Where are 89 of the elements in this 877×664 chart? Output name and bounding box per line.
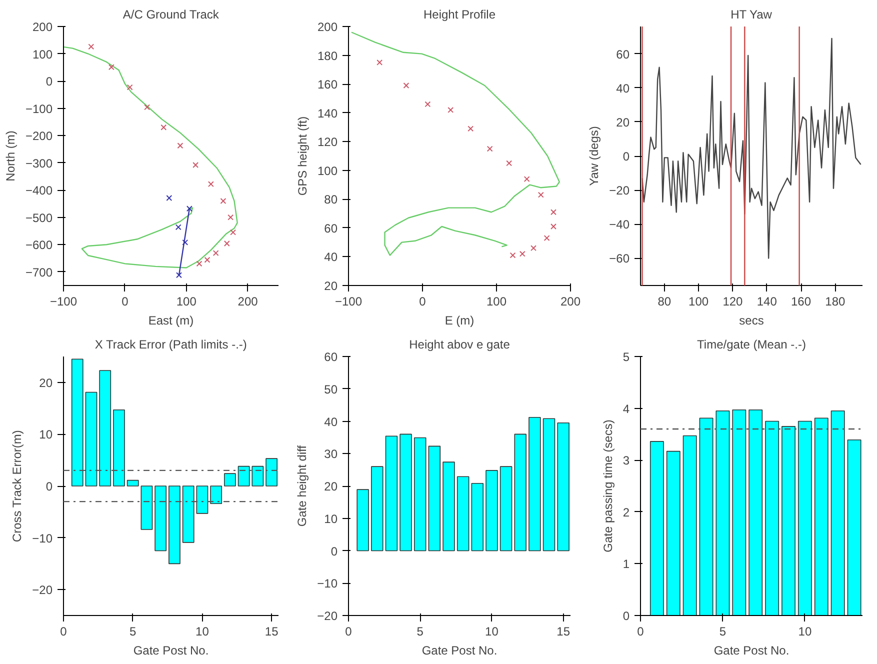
y-tick-label: −400 [25, 184, 53, 198]
y-tick-label: 60 [616, 47, 630, 62]
y-tick-label: −20 [32, 583, 53, 598]
x-tick-label: 0 [345, 624, 352, 638]
y-tick-label: 20 [324, 279, 338, 293]
chart-title: X Track Error (Path limits -.-) [94, 338, 247, 352]
x-axis-title: E (m) [444, 314, 474, 328]
x-tick-label: 5 [130, 624, 137, 638]
y-tick-label: −20 [609, 184, 630, 198]
x-tick-label: 10 [798, 624, 812, 638]
chart-title: Time/gate (Mean -.-) [697, 338, 806, 352]
y-tick-label: 20 [616, 115, 630, 130]
y-tick-label: 100 [32, 47, 53, 62]
x-tick-label: 200 [238, 294, 258, 308]
x-tick-label: 100 [486, 294, 507, 308]
y-tick-label: 4 [622, 402, 630, 416]
y-tick-label: 3 [622, 454, 630, 468]
y-tick-label: 200 [317, 20, 338, 34]
y-tick-label: 2 [622, 505, 630, 520]
y-tick-label: 60 [324, 221, 338, 236]
y-axis-title: GPS height (ft) [295, 116, 310, 196]
y-tick-label: −700 [25, 265, 53, 280]
y-tick-label: −60 [609, 252, 630, 266]
y-tick-label: −500 [25, 210, 53, 225]
x-tick-label: 180 [825, 294, 846, 308]
y-tick-label: −200 [25, 129, 53, 144]
x-axis-title: secs [739, 314, 764, 328]
y-tick-label: −10 [317, 576, 338, 591]
x-tick-label: 80 [658, 294, 672, 308]
x-tick-label: 120 [722, 294, 744, 308]
x-axis-title: Gate Post No. [133, 644, 209, 658]
y-tick-label: 10 [39, 428, 53, 442]
x-tick-label: 160 [791, 294, 812, 308]
y-axis-title: Gate passing time (secs) [600, 420, 615, 552]
y-tick-label: 0 [622, 609, 630, 623]
y-tick-label: 40 [324, 414, 338, 429]
x-tick-label: 10 [196, 624, 210, 638]
y-tick-label: −100 [25, 102, 53, 116]
chart-title: HT Yaw [730, 8, 772, 22]
x-tick-label: 140 [756, 294, 778, 308]
y-tick-label: 20 [324, 480, 338, 494]
y-tick-label: 1 [622, 557, 630, 572]
y-tick-label: 0 [622, 150, 630, 164]
x-tick-label: 15 [264, 624, 279, 638]
y-tick-label: 0 [46, 74, 53, 89]
y-tick-label: 30 [324, 447, 338, 462]
x-tick-label: 0 [637, 624, 644, 638]
y-tick-label: 140 [317, 106, 338, 120]
y-tick-label: 20 [39, 376, 53, 390]
x-tick-label: 5 [416, 624, 424, 638]
y-axis-title: Gate height diff [295, 444, 310, 527]
x-tick-label: 15 [556, 624, 570, 638]
x-axis-title: East (m) [148, 314, 194, 328]
y-tick-label: −10 [32, 531, 53, 546]
chart-title: Height abov e gate [409, 338, 510, 352]
x-tick-label: 100 [176, 294, 197, 308]
chart-title: A/C Ground Track [122, 8, 220, 22]
chart-title: Height Profile [423, 8, 496, 22]
y-tick-label: 40 [616, 81, 630, 96]
x-tick-label: 100 [688, 294, 709, 308]
x-tick-label: 0 [60, 624, 68, 638]
y-tick-label: −300 [25, 156, 53, 170]
y-tick-label: 10 [324, 512, 338, 526]
y-tick-label: 160 [317, 78, 338, 92]
x-tick-label: 5 [719, 624, 726, 638]
y-tick-label: 0 [330, 544, 338, 558]
y-tick-label: 40 [324, 250, 338, 264]
y-tick-label: 60 [324, 350, 338, 364]
y-tick-label: 80 [324, 192, 338, 207]
y-tick-label: −20 [317, 609, 338, 623]
y-tick-label: 200 [32, 20, 53, 34]
y-tick-label: 180 [317, 48, 338, 63]
y-tick-label: 100 [317, 164, 338, 178]
y-tick-label: 5 [622, 350, 630, 364]
x-tick-label: 0 [419, 294, 426, 308]
y-tick-label: −600 [25, 238, 53, 252]
x-tick-label: 200 [560, 294, 581, 308]
y-axis-title: Cross Track Error(m) [10, 430, 24, 542]
y-tick-label: 50 [324, 382, 338, 396]
y-tick-label: 120 [317, 135, 338, 150]
y-axis-title: North (m) [3, 130, 18, 182]
x-axis-title: Gate Post No. [422, 644, 498, 658]
x-tick-label: 0 [122, 294, 129, 308]
x-tick-label: −100 [334, 294, 362, 308]
x-axis-title: Gate Post No. [714, 644, 790, 658]
y-tick-label: −40 [609, 218, 630, 232]
x-tick-label: 10 [485, 624, 499, 638]
y-tick-label: 0 [46, 480, 53, 494]
y-axis-title: Yaw (degs) [587, 126, 602, 186]
